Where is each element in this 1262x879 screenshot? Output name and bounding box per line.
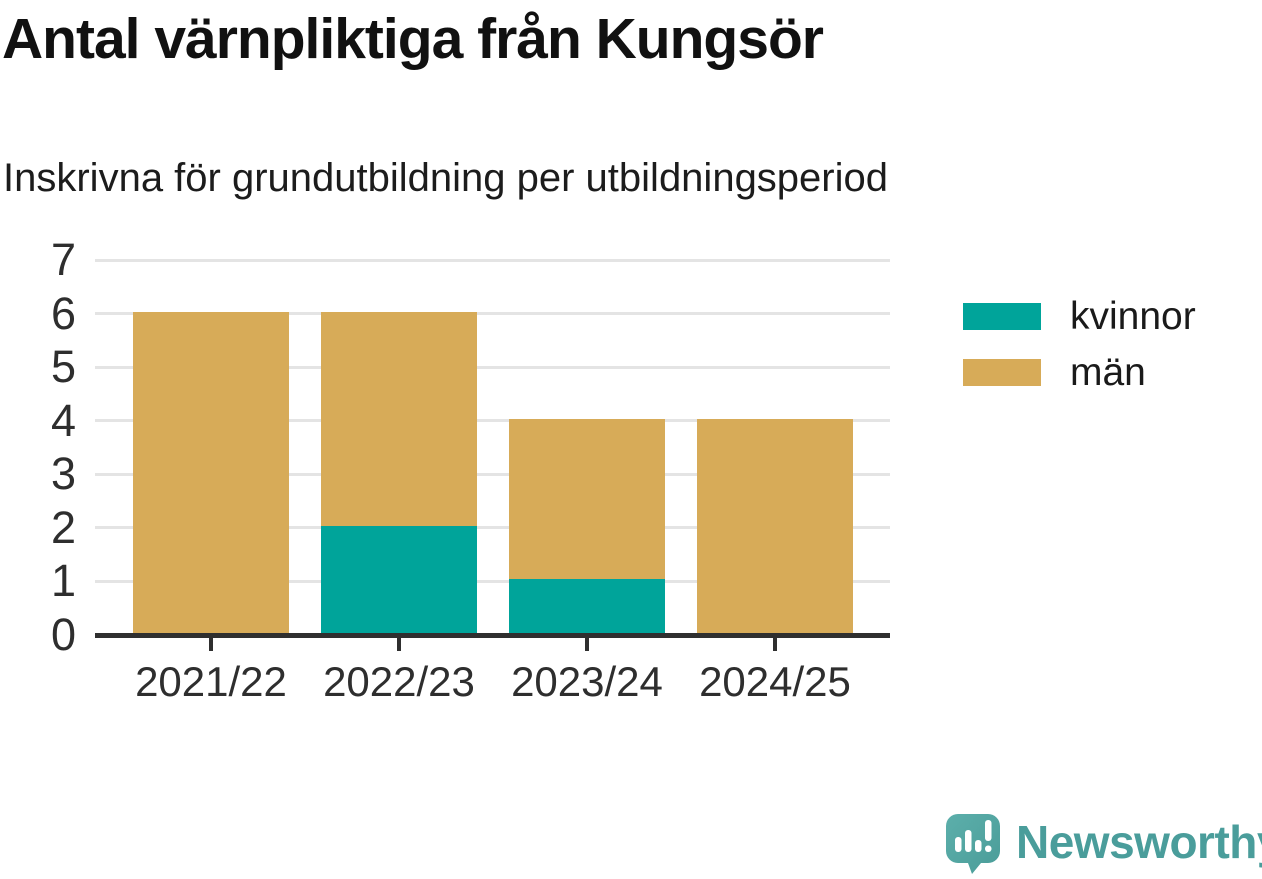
x-tick-mark xyxy=(585,638,589,651)
gridline xyxy=(95,579,890,583)
bar-segment-kvinnor-2023/24 xyxy=(509,579,665,633)
y-tick-label: 0 xyxy=(50,609,76,660)
bar-segment-män-2021/22 xyxy=(133,311,289,633)
y-tick-label: 6 xyxy=(50,287,76,339)
x-axis-line xyxy=(95,633,890,638)
gridline xyxy=(95,312,890,316)
x-tick-label: 2021/22 xyxy=(135,658,287,705)
y-tick-label: 5 xyxy=(50,341,76,393)
bar-segment-män-2024/25 xyxy=(697,418,853,633)
bar-segment-kvinnor-2022/23 xyxy=(321,525,477,633)
x-tick-mark xyxy=(773,638,777,651)
y-tick-label: 7 xyxy=(50,234,76,285)
bar-segment-män-2022/23 xyxy=(321,311,477,526)
x-tick-label: 2023/24 xyxy=(511,658,663,705)
legend-swatch xyxy=(963,303,1041,330)
plot-area xyxy=(95,258,890,638)
x-tick-mark xyxy=(209,638,213,651)
legend-item-kvinnor: kvinnor xyxy=(963,295,1196,338)
legend-label: män xyxy=(1070,350,1146,394)
y-tick-label: 3 xyxy=(50,448,76,500)
x-tick-mark xyxy=(397,638,401,651)
chart-subtitle: Inskrivna för grundutbildning per utbild… xyxy=(3,156,888,200)
y-tick-label: 1 xyxy=(50,555,76,607)
y-tick-label: 4 xyxy=(50,394,76,446)
legend-label: kvinnor xyxy=(1070,294,1196,338)
gridline xyxy=(95,365,890,369)
x-tick-label: 2024/25 xyxy=(699,658,851,705)
bar-segment-män-2023/24 xyxy=(509,418,665,580)
y-tick-label: 2 xyxy=(50,501,76,553)
gridline xyxy=(95,526,890,530)
gridline xyxy=(95,419,890,423)
chart-title: Antal värnpliktiga från Kungsör xyxy=(2,7,824,71)
gridline xyxy=(95,472,890,476)
x-tick-label: 2022/23 xyxy=(323,658,475,705)
legend-item-män: män xyxy=(963,351,1196,394)
brand-name: Newsworthy xyxy=(1016,816,1262,868)
gridline xyxy=(95,258,890,262)
newsworthy-logo-icon xyxy=(946,814,1000,874)
legend-swatch xyxy=(963,359,1041,386)
legend: kvinnor män xyxy=(963,295,1196,415)
branding: Newsworthy xyxy=(945,813,1262,875)
